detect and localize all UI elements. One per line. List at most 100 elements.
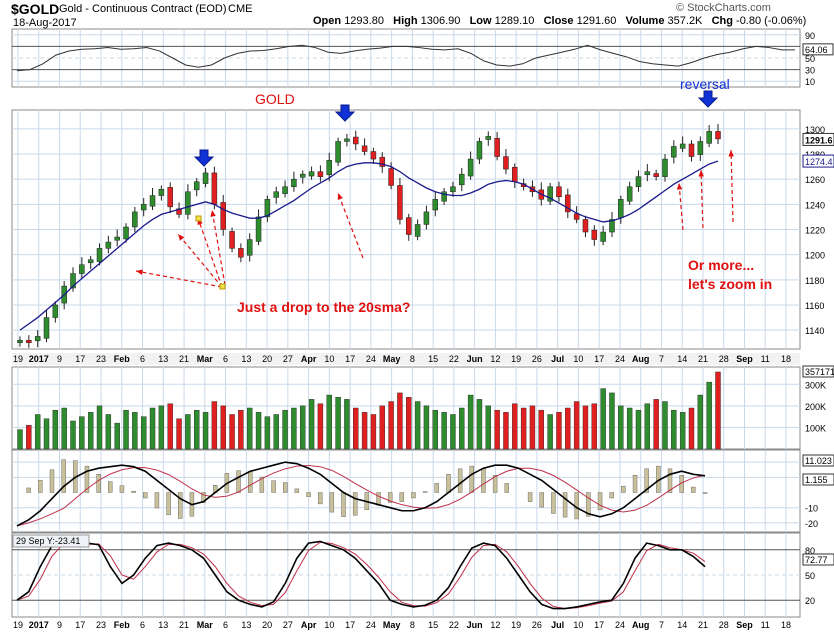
volume-bar	[282, 409, 288, 450]
candle-body	[158, 188, 165, 196]
candle-body	[132, 211, 138, 228]
candle-body	[432, 199, 439, 211]
candle-body	[326, 160, 332, 176]
x-tick-label: 17	[345, 354, 355, 364]
red-arrow-4-head	[210, 210, 216, 217]
sma-value-box	[802, 154, 834, 168]
red-arrow-2-head	[178, 234, 185, 241]
volume-bar	[609, 392, 615, 450]
volume-bar	[706, 381, 712, 450]
candle-body	[626, 186, 633, 202]
candle-body	[238, 248, 244, 258]
x-tick-label-bottom: 24	[366, 620, 376, 630]
x-tick-label: Apr	[301, 354, 317, 364]
x-tick-label: 21	[179, 354, 189, 364]
volume-bar	[300, 405, 306, 450]
x-tick-label: Feb	[114, 354, 131, 364]
candle-body	[671, 146, 677, 158]
volume-bar	[211, 401, 218, 450]
volume-bar	[273, 414, 279, 450]
candle-body	[653, 173, 659, 177]
x-tick-label: 10	[573, 354, 583, 364]
x-tick-label: 24	[615, 354, 625, 364]
rsi-tick-label: 50	[805, 54, 815, 64]
candle-body	[167, 187, 173, 208]
x-tick-label-bottom: 13	[241, 620, 251, 630]
candle-body	[52, 304, 59, 318]
x-tick-label: Mar	[197, 354, 214, 364]
sto-tick-label: 20	[805, 596, 815, 606]
macd-histogram-bar	[341, 492, 346, 517]
volume-bar	[485, 405, 491, 450]
x-tick-label-bottom: 27	[283, 620, 293, 630]
candle-body	[450, 186, 456, 193]
candle-body	[202, 172, 209, 184]
x-tick-label: Jun	[467, 354, 483, 364]
candle-body	[193, 181, 200, 191]
x-tick-label-bottom: 23	[96, 620, 106, 630]
volume-bar	[688, 407, 695, 450]
volume-bar	[388, 401, 394, 450]
volume-bar	[573, 401, 580, 450]
candle-body	[556, 186, 562, 198]
x-tick-label: 27	[283, 354, 293, 364]
macd-histogram-bar	[492, 475, 498, 493]
macd-histogram-bar	[434, 483, 439, 493]
x-tick-label-bottom: 20	[262, 620, 272, 630]
red-arrow-8-head	[728, 150, 734, 157]
sma-value-label: 1274.4	[805, 157, 833, 167]
macd-signal-line	[16, 464, 706, 527]
macd-histogram-bar	[597, 492, 603, 511]
candle-body	[34, 336, 41, 342]
x-tick-label: 7	[659, 354, 664, 364]
volume-bar	[370, 414, 377, 450]
volume-bar	[591, 403, 598, 450]
x-tick-label: 21	[698, 354, 708, 364]
x-tick-label: Sep	[736, 354, 753, 364]
x-tick-label-bottom: 7	[659, 620, 664, 630]
rsi-tick-label: 90	[805, 31, 815, 41]
x-tick-label: 17	[75, 354, 85, 364]
blue-arrow-reversal	[697, 90, 719, 108]
candle-body	[414, 224, 421, 237]
candle-body	[220, 202, 226, 230]
volume-bar	[238, 409, 244, 450]
x-tick-label-bottom: 13	[158, 620, 168, 630]
candle-body	[715, 131, 721, 140]
volume-bar	[476, 399, 483, 450]
volume-bar	[335, 397, 341, 450]
price-tick-label: 1240	[805, 200, 825, 210]
sto-value-label: 72.77	[805, 555, 828, 565]
macd-histogram-bar	[632, 475, 638, 493]
red-arrow-7-head	[698, 170, 704, 177]
price-tick-label: 1300	[805, 125, 825, 135]
volume-bar	[361, 412, 368, 450]
volume-bar	[43, 418, 50, 450]
candle-body	[679, 143, 686, 149]
candle-body	[273, 191, 279, 198]
zoom-annotation-2: let's zoom in	[688, 276, 772, 292]
candle-body	[255, 216, 262, 242]
sto-line	[16, 540, 706, 610]
price-tick-label: 1140	[805, 326, 824, 336]
candle-body	[600, 231, 606, 242]
volume-bar	[202, 412, 209, 450]
rsi-value-box	[802, 43, 834, 56]
candle-body	[609, 219, 615, 233]
volume-bar	[308, 399, 315, 450]
macd-histogram-bar	[306, 492, 311, 497]
x-tick-label-bottom: 8	[410, 620, 415, 630]
volume-bar	[379, 405, 385, 450]
red-arrow-5	[337, 192, 364, 259]
macd-histogram-bar	[702, 492, 708, 494]
volume-bar	[715, 371, 721, 450]
volume-bar	[140, 416, 147, 450]
red-arrow-1	[135, 270, 223, 288]
candle-body	[379, 156, 386, 167]
macd-histogram-bar	[399, 492, 405, 502]
candle-body	[361, 145, 368, 152]
volume-bar	[264, 416, 271, 450]
volume-bar	[132, 412, 138, 450]
candle-body	[512, 166, 518, 182]
candle-body	[662, 158, 668, 177]
